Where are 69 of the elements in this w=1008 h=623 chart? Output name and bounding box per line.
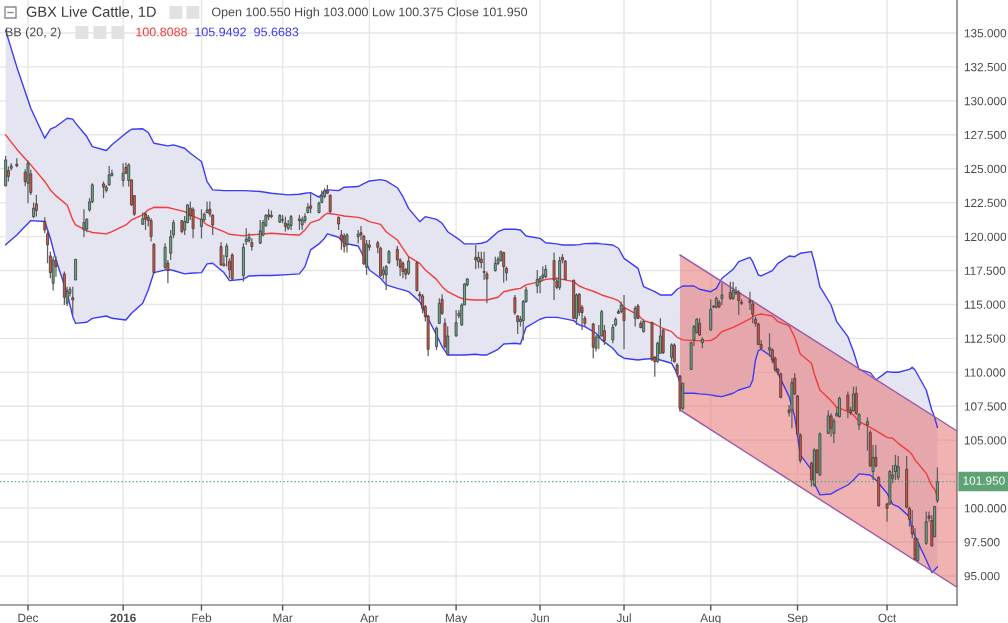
candlestick xyxy=(345,232,349,254)
candlestick xyxy=(74,258,77,281)
candlestick xyxy=(672,342,676,364)
annotation: 105.9492 xyxy=(195,27,246,37)
candlestick xyxy=(337,216,340,231)
x-tick-label: Jun xyxy=(530,613,549,622)
y-tick-label: 110.000 xyxy=(964,368,1006,377)
x-tick-label: Jul xyxy=(616,613,631,622)
y-tick-label: 135.000 xyxy=(964,29,1007,38)
candlestick xyxy=(474,244,478,270)
text: Open 100.550 High 103.000 Low 100.375 Close 101.950 xyxy=(211,7,528,19)
candlestick xyxy=(339,229,343,251)
y-tick-label: 125.000 xyxy=(964,164,1007,174)
candlestick xyxy=(516,314,520,335)
annotation: BB (20, 2) xyxy=(6,27,61,39)
candlestick xyxy=(720,282,724,306)
x-tick-label: Oct xyxy=(878,613,897,622)
candlestick xyxy=(832,417,836,444)
y-tick-label: 97.500 xyxy=(964,538,1000,547)
candlestick xyxy=(916,537,920,563)
candlestick xyxy=(611,323,615,344)
candlestick xyxy=(513,294,517,316)
y-tick-label: 127.500 xyxy=(964,130,1007,140)
candlestick xyxy=(709,298,713,332)
candlestick xyxy=(910,509,914,539)
y-tick-label: 115.000 xyxy=(964,300,1006,309)
candlestick xyxy=(896,455,900,481)
x-tick-label: Dec xyxy=(18,613,39,622)
y-tick-label: 112.500 xyxy=(964,334,1006,343)
y-tick-label: 130.000 xyxy=(964,96,1007,106)
candlestick xyxy=(852,385,855,413)
candlestick xyxy=(437,297,441,325)
y-tick-label: 117.500 xyxy=(964,266,1006,275)
candlestick xyxy=(435,325,438,351)
candlestick xyxy=(505,265,508,282)
y-tick-label: 100.000 xyxy=(964,504,1007,513)
candlestick xyxy=(535,269,539,294)
line-series xyxy=(4,29,939,429)
candlestick xyxy=(670,342,673,363)
candlestick xyxy=(924,510,928,546)
candlestick xyxy=(191,206,195,239)
candlestick xyxy=(779,371,783,399)
candlestick xyxy=(407,256,410,276)
candlestick xyxy=(62,270,66,306)
y-tick-label: 122.500 xyxy=(964,198,1007,208)
candlestick xyxy=(731,281,735,301)
candlestick xyxy=(219,241,223,267)
candlestick xyxy=(242,242,245,283)
candlestick xyxy=(894,454,897,481)
line-series xyxy=(4,219,939,574)
candlestick xyxy=(149,217,153,243)
y-tick-label: 95.000 xyxy=(964,571,1000,581)
candlestick xyxy=(34,194,38,218)
y-tick-label: 120.000 xyxy=(964,232,1007,241)
y-tick-label: 105.000 xyxy=(964,436,1007,445)
annotation: 95.6683 xyxy=(254,27,299,37)
candlestick xyxy=(936,466,939,504)
x-tick-label: Feb xyxy=(192,613,212,622)
x-tick-label: 2016 xyxy=(110,613,136,622)
annotation: 100.8088 xyxy=(136,27,187,37)
y-tick-label: 107.500 xyxy=(964,402,1007,411)
candlestick xyxy=(737,289,741,316)
candlestick xyxy=(342,232,346,254)
candlestick xyxy=(225,242,229,268)
ref-line-label: 101.950 xyxy=(963,476,1005,485)
x-tick-label: Mar xyxy=(273,613,293,622)
candlestick xyxy=(51,255,55,292)
chart-title: GBX Live Cattle, 1D xyxy=(26,6,156,19)
y-tick-label: 132.500 xyxy=(964,62,1007,72)
